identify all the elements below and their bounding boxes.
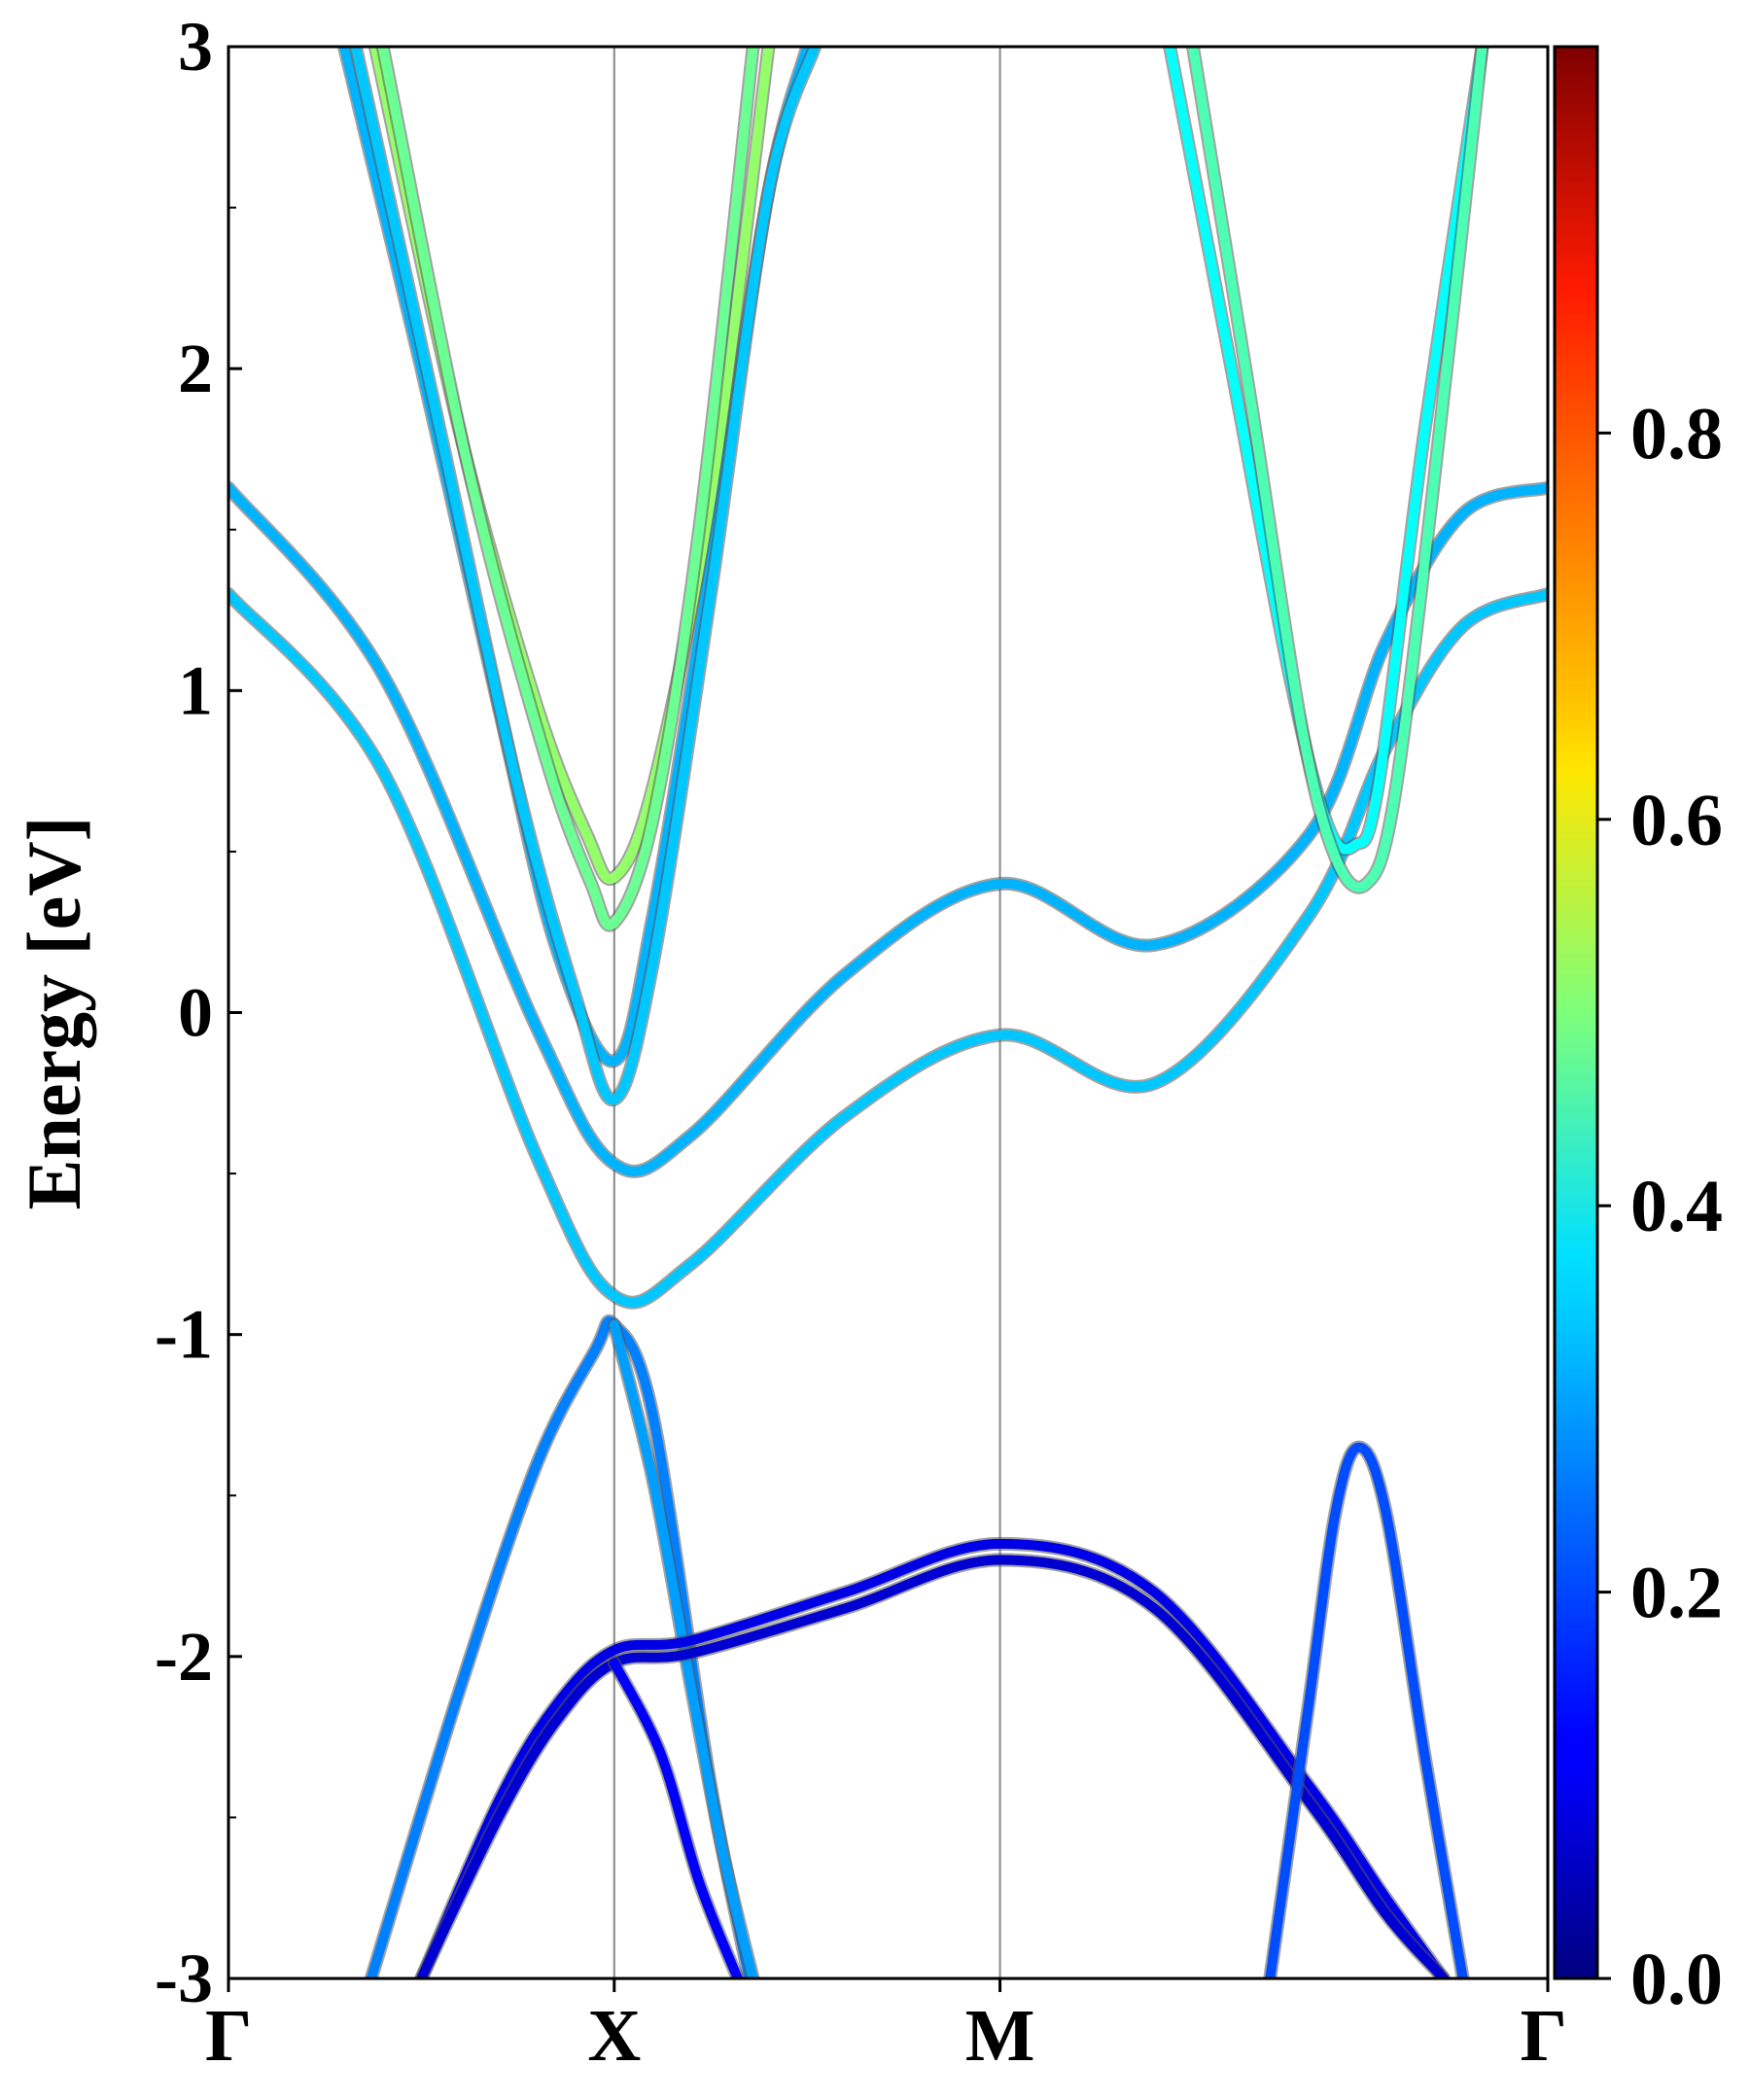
y-tick-label: -3	[155, 1940, 213, 2017]
colorbar-ticks: 0.0 0.2 0.4 0.6 0.8	[1597, 393, 1723, 2020]
band-9	[416, 1538, 1449, 1978]
k-point-label: M	[965, 1995, 1035, 2077]
y-tick-label: 0	[178, 974, 213, 1052]
y-axis-label: Energy [eV]	[12, 816, 96, 1209]
y-axis-ticks: 3 2 1 0 -1 -2 -3	[155, 8, 242, 2017]
band-8	[609, 1319, 758, 1978]
y-tick-label: 1	[178, 651, 213, 729]
band-6	[377, 47, 758, 930]
band-14	[1188, 47, 1488, 892]
y-tick-label: -1	[155, 1296, 213, 1374]
y-tick-label: 2	[178, 330, 213, 407]
colorbar-tick-label: 0.8	[1630, 393, 1723, 474]
band-4	[350, 47, 821, 1104]
colorbar-tick-label: 0.2	[1630, 1553, 1723, 1634]
k-point-label: X	[587, 1995, 641, 2077]
colorbar-tick-label: 0.6	[1630, 780, 1723, 861]
band-1	[228, 482, 1548, 1176]
colorbar-tick-label: 0.0	[1630, 1939, 1723, 2020]
colorbar	[1553, 45, 1599, 1980]
y-tick-label: 3	[178, 8, 213, 86]
band-10	[416, 1555, 1449, 1978]
band-11	[609, 1658, 743, 1978]
band-lines	[228, 47, 1548, 1978]
k-point-label: Γ	[1521, 1995, 1567, 2077]
colorbar-tick-label: 0.4	[1630, 1166, 1723, 1247]
y-tick-label: -2	[155, 1618, 213, 1696]
band-13	[1165, 47, 1488, 855]
k-point-label: Γ	[205, 1995, 252, 2077]
band-12	[1265, 1442, 1468, 1978]
